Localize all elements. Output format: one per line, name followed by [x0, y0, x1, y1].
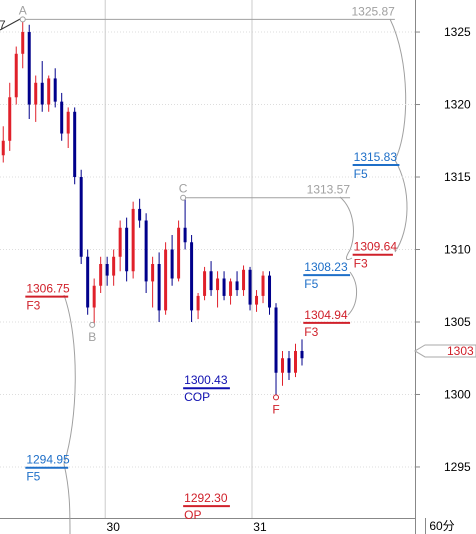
candle-body — [125, 227, 129, 272]
pivot-label: C — [179, 182, 188, 196]
candle-body — [138, 208, 142, 221]
candle-body — [300, 350, 304, 359]
candle-body — [164, 249, 168, 311]
candle-body — [14, 53, 18, 98]
level-label: 1313.57 — [307, 183, 351, 197]
candle-body — [105, 264, 109, 276]
candle-body — [235, 281, 239, 291]
candle-body — [242, 269, 246, 291]
pivot-marker — [89, 321, 96, 328]
candle-body — [294, 350, 298, 373]
candle-body — [144, 220, 148, 282]
trend-line — [0, 17, 23, 31]
candle-body — [190, 242, 194, 311]
level-tag: OP — [184, 508, 201, 522]
candle-body — [86, 256, 90, 308]
level-label: 1304.94 — [304, 308, 348, 322]
candle-body — [73, 111, 77, 178]
candle-body — [66, 111, 70, 134]
pivot-marker — [19, 16, 26, 23]
y-tick-label: 1320 — [444, 98, 471, 112]
x-tick-label: 30 — [107, 520, 121, 534]
period-label: 60分 — [429, 519, 454, 533]
y-tick-label: 1310 — [444, 243, 471, 257]
level-tag: F3 — [26, 299, 40, 313]
level-tag: F5 — [26, 470, 40, 484]
candle-body — [203, 271, 207, 296]
pivot-marker — [180, 194, 187, 201]
candle-body — [183, 227, 187, 243]
candle-body — [268, 275, 272, 308]
candle-body — [40, 82, 44, 105]
level-label: 1300.43 — [184, 373, 228, 387]
candle-body — [281, 358, 285, 373]
candle-body — [92, 285, 96, 308]
level-label: 1306.75 — [26, 282, 70, 296]
level-tag: F3 — [354, 257, 368, 271]
candle-body — [21, 32, 25, 54]
candle-body — [261, 275, 265, 296]
price-tag-label: 1303 — [447, 344, 474, 358]
fib-brackets — [63, 18, 408, 534]
bracket — [63, 294, 76, 465]
level-tag: F5 — [354, 167, 368, 181]
candle-body — [8, 97, 12, 141]
candle-body — [1, 140, 5, 156]
candle-body — [170, 249, 174, 279]
candle-body — [222, 278, 226, 296]
candle-body — [27, 32, 31, 105]
y-tick-label: 1295 — [444, 460, 471, 474]
price-tag — [414, 344, 476, 358]
candle-body — [53, 78, 57, 102]
candle-body — [157, 264, 161, 311]
candle-body — [112, 256, 116, 276]
candle-body — [274, 307, 278, 373]
level-label: 1309.64 — [354, 240, 398, 254]
candle-body — [229, 281, 233, 296]
candle-body — [209, 271, 213, 291]
pivot-label: B — [88, 330, 96, 344]
bracket — [347, 271, 357, 316]
corner-label: 7 — [0, 18, 6, 32]
level-tag: F5 — [304, 277, 318, 291]
candle-body — [151, 264, 155, 282]
candle-body — [255, 295, 259, 305]
bracket — [389, 18, 407, 161]
candle-body — [216, 278, 220, 291]
level-label: 1315.83 — [354, 150, 398, 164]
candle-body — [196, 295, 200, 311]
level-label: 1325.87 — [351, 4, 395, 18]
bracket — [339, 196, 354, 261]
candle-body — [131, 208, 135, 272]
candle-body — [79, 177, 83, 257]
bracket — [394, 159, 408, 253]
candle-body — [248, 269, 252, 305]
level-tag: COP — [184, 390, 210, 404]
y-tick-label: 1325 — [444, 25, 471, 39]
y-tick-label: 1315 — [444, 170, 471, 184]
level-label: 1294.95 — [26, 453, 70, 467]
candle-body — [99, 264, 103, 286]
candle-body — [287, 358, 291, 373]
candle-body — [60, 101, 64, 134]
level-tag: F3 — [304, 325, 318, 339]
bracket — [63, 463, 71, 534]
level-label: 1308.23 — [304, 260, 348, 274]
x-tick-label: 31 — [253, 520, 267, 534]
pivot-label: F — [272, 402, 279, 416]
y-tick-label: 1305 — [444, 315, 471, 329]
y-tick-label: 1300 — [444, 387, 471, 401]
candle-body — [118, 227, 122, 257]
pivot-marker — [273, 394, 280, 401]
candle-body — [47, 78, 51, 105]
pivot-label: A — [19, 3, 27, 17]
level-label: 1292.30 — [184, 491, 228, 505]
candle-body — [177, 227, 181, 279]
candle-body — [34, 82, 38, 105]
